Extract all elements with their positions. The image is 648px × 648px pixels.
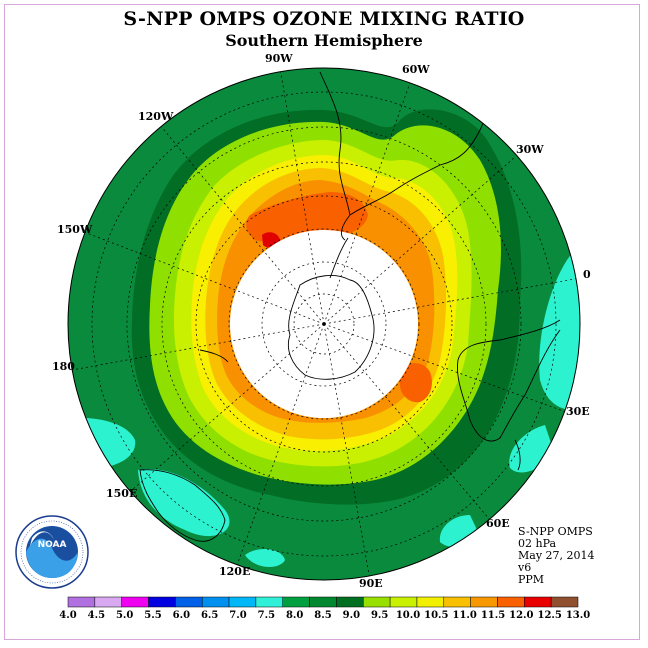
lon-label-60w: 60W [402,63,430,76]
australia-coast [139,469,226,542]
antarctic-peninsula [329,237,349,279]
info-version: v6 [518,561,532,574]
colorbar-tick-label: 8.5 [314,610,331,621]
colorbar-tick-label: 4.0 [59,610,76,621]
colorbar-swatch [121,596,149,608]
colorbar-tick-label: 10.0 [396,610,420,621]
colorbar-tick-label: 6.5 [201,610,218,621]
colorbar-swatch [550,596,579,608]
field-red-orange-2 [399,363,432,403]
colorbar-tick-label: 4.5 [88,610,105,621]
map-subtitle: Southern Hemisphere [225,31,423,50]
colorbar-tick-label: 5.0 [116,610,133,621]
colorbar-swatch [416,596,445,608]
colorbar-swatch [363,596,391,608]
map-title: S-NPP OMPS OZONE MIXING RATIO [123,8,525,30]
madagascar-coast [514,439,521,471]
colorbar-tick-label: 12.5 [537,610,561,621]
colorbar-swatch [201,596,230,608]
lon-label-150e: 150E [106,487,138,500]
coastlines [139,71,561,542]
colorbar-tick-label: 7.5 [258,610,275,621]
colorbar-swatch [255,596,283,608]
figure-frame [4,4,640,640]
colorbar-tick-label: 8.0 [286,610,303,621]
antarctica-coast [287,274,375,380]
colorbar-swatch [94,596,122,608]
colorbar-swatch [148,596,176,608]
colorbar-swatch [470,596,498,608]
map-boundary [67,67,581,581]
colorbar-swatch [282,596,310,608]
field-cyan-5 [138,469,230,537]
colorbar-tick-label: 11.5 [481,610,505,621]
colorbar-tick-label: 11.0 [452,610,476,621]
lon-label-0: 0 [583,268,591,281]
colorbar-swatch [175,596,203,608]
colorbar-tick-label: 12.0 [509,610,533,621]
colorbar-swatch [309,596,337,608]
colorbar-swatch [67,596,96,608]
lon-label-90w: 90W [265,52,293,65]
lon-label-60e: 60E [486,517,510,530]
south-pole-marker [322,322,326,326]
lon-label-120w: 120W [138,110,174,123]
lon-label-30e: 30E [566,405,590,418]
colorbar-swatch [443,596,471,608]
africa-coast [457,319,561,442]
lon-label-180: 180 [52,360,75,373]
colorbar-tick-label: 10.5 [424,610,448,621]
field-cyan-6 [245,548,285,567]
lon-label-120e: 120E [219,565,251,578]
field-red-orange-1 [246,192,368,243]
colorbar-tick-label: 5.5 [144,610,161,621]
info-date: May 27, 2014 [518,549,595,562]
colorbar-swatch [497,596,525,608]
info-instrument: S-NPP OMPS [518,525,593,538]
new-zealand-coast [199,349,229,363]
colorbar-swatch [524,596,552,608]
graticule [71,68,580,580]
info-level: 02 hPa [518,537,557,550]
lon-label-30w: 30W [516,143,544,156]
lon-label-150w: 150W [57,223,93,236]
colorbar-swatch [336,596,364,608]
colorbar-tick-label: 6.0 [173,610,190,621]
colorbar: 4.0 4.5 5.0 5.5 6.0 6.5 7.0 7.5 8.0 8.5 9.0 9.5 10.0… [59,596,590,621]
info-units: PPM [518,573,545,586]
colorbar-tick-label: 9.0 [343,610,360,621]
colorbar-tick-label: 7.0 [229,610,246,621]
colorbar-tick-label: 9.5 [371,610,388,621]
colorbar-swatch [389,596,418,608]
colorbar-swatch [228,596,257,608]
lon-label-90e: 90E [359,577,383,590]
info-block: S-NPP OMPS 02 hPa May 27, 2014 v6 PPM [518,526,595,586]
colorbar-tick-label: 13.0 [566,610,590,621]
